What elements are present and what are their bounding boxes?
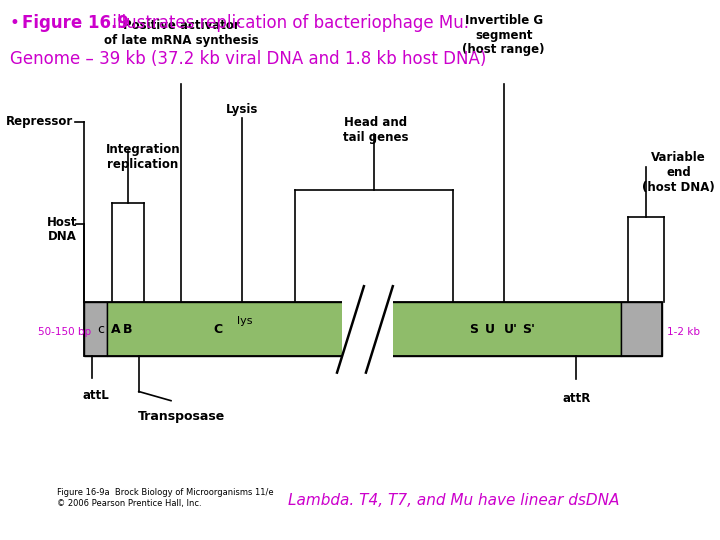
Text: Figure 16.9: Figure 16.9 bbox=[22, 14, 129, 31]
Text: Figure 16-9a  Brock Biology of Microorganisms 11/e
© 2006 Pearson Prentice Hall,: Figure 16-9a Brock Biology of Microorgan… bbox=[57, 488, 274, 508]
Text: Repressor: Repressor bbox=[6, 115, 73, 128]
Text: B: B bbox=[122, 323, 132, 336]
Text: S': S' bbox=[522, 323, 535, 336]
Text: A: A bbox=[111, 323, 121, 336]
Text: Head and
tail genes: Head and tail genes bbox=[343, 116, 409, 144]
Text: Lambda. T4, T7, and Mu have linear dsDNA: Lambda. T4, T7, and Mu have linear dsDNA bbox=[287, 492, 619, 508]
Text: Positive activator
of late mRNA synthesis: Positive activator of late mRNA synthesi… bbox=[104, 19, 258, 47]
Text: attR: attR bbox=[562, 392, 590, 404]
Text: lys: lys bbox=[237, 316, 253, 326]
Text: •: • bbox=[10, 14, 25, 31]
Text: 50-150 bp: 50-150 bp bbox=[38, 327, 91, 337]
Text: c: c bbox=[97, 323, 104, 336]
Text: Transposase: Transposase bbox=[138, 410, 225, 423]
FancyBboxPatch shape bbox=[107, 302, 621, 356]
FancyBboxPatch shape bbox=[621, 302, 662, 356]
Text: S: S bbox=[469, 323, 478, 336]
Text: illustrates replication of bacteriophage Mu.: illustrates replication of bacteriophage… bbox=[107, 14, 469, 31]
Text: U: U bbox=[485, 323, 495, 336]
Text: U': U' bbox=[503, 323, 518, 336]
Text: Invertible G
segment
(host range): Invertible G segment (host range) bbox=[462, 14, 545, 57]
Text: 1-2 kb: 1-2 kb bbox=[667, 327, 700, 337]
Text: Genome – 39 kb (37.2 kb viral DNA and 1.8 kb host DNA): Genome – 39 kb (37.2 kb viral DNA and 1.… bbox=[10, 50, 487, 68]
Text: Lysis: Lysis bbox=[225, 103, 258, 116]
Text: attL: attL bbox=[82, 389, 109, 402]
Text: Variable
end
(host DNA): Variable end (host DNA) bbox=[642, 151, 715, 194]
Text: Integration
replication: Integration replication bbox=[105, 143, 180, 171]
Text: Host
DNA: Host DNA bbox=[47, 215, 77, 244]
FancyBboxPatch shape bbox=[84, 302, 107, 356]
FancyBboxPatch shape bbox=[343, 294, 393, 364]
Text: C: C bbox=[214, 323, 222, 336]
